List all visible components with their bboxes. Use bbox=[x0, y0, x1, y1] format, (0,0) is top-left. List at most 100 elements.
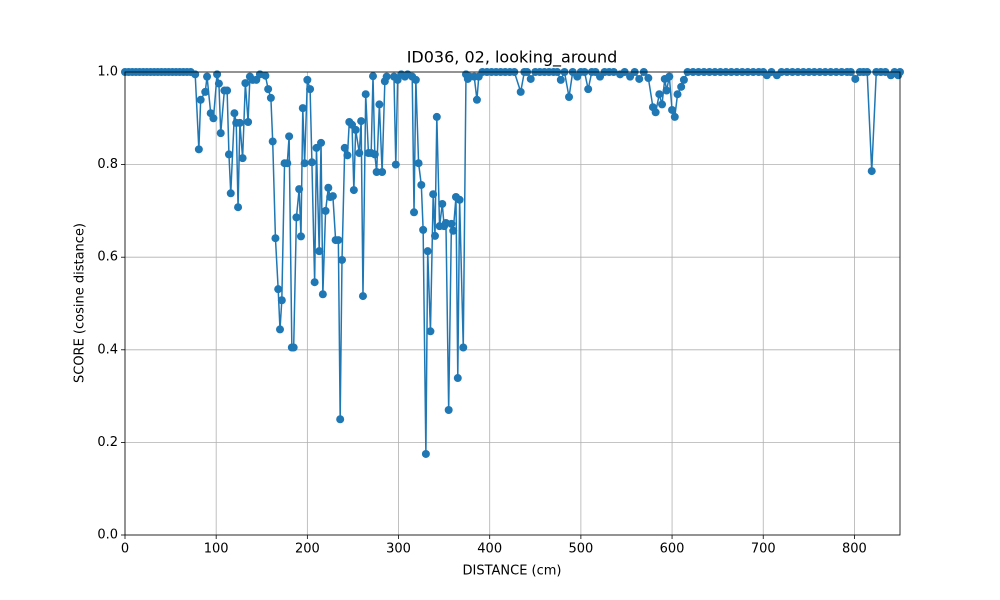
y-tick-label: 1.0 bbox=[97, 65, 118, 80]
data-point bbox=[264, 85, 273, 94]
data-point bbox=[565, 93, 574, 102]
data-point bbox=[658, 100, 667, 109]
data-point bbox=[355, 149, 364, 158]
data-point bbox=[295, 185, 304, 194]
data-point bbox=[191, 70, 200, 79]
data-point bbox=[449, 226, 458, 235]
data-point bbox=[453, 374, 462, 383]
data-point bbox=[317, 138, 326, 147]
x-tick-label: 800 bbox=[842, 542, 867, 557]
data-point bbox=[372, 168, 381, 177]
x-tick-label: 600 bbox=[660, 542, 685, 557]
data-point bbox=[375, 100, 384, 109]
data-point bbox=[526, 74, 535, 83]
x-tick-label: 400 bbox=[477, 542, 502, 557]
data-point bbox=[410, 208, 419, 217]
data-point bbox=[851, 74, 860, 83]
data-point bbox=[421, 449, 430, 458]
data-point bbox=[432, 112, 441, 121]
data-point bbox=[224, 150, 233, 159]
data-point bbox=[673, 90, 682, 99]
data-point bbox=[277, 296, 286, 305]
data-point bbox=[226, 189, 235, 198]
data-point bbox=[266, 93, 275, 102]
data-point bbox=[303, 75, 312, 84]
data-point bbox=[584, 85, 593, 94]
data-point bbox=[307, 158, 316, 167]
data-point bbox=[423, 247, 432, 256]
data-point bbox=[338, 255, 346, 264]
x-axis-label: DISTANCE (cm) bbox=[462, 564, 561, 579]
data-point bbox=[655, 90, 664, 99]
data-point bbox=[391, 160, 400, 169]
data-point bbox=[209, 114, 218, 123]
data-point bbox=[312, 143, 321, 152]
data-point bbox=[651, 108, 660, 117]
data-point bbox=[292, 213, 301, 222]
data-point bbox=[438, 199, 447, 208]
data-point bbox=[328, 192, 337, 201]
data-point bbox=[411, 75, 420, 84]
data-point bbox=[289, 343, 298, 352]
data-point bbox=[194, 145, 203, 154]
data-point bbox=[351, 125, 360, 134]
data-point bbox=[378, 168, 387, 177]
y-tick-label: 0.0 bbox=[97, 528, 118, 543]
data-point bbox=[429, 190, 438, 199]
data-point bbox=[310, 278, 319, 287]
data-point bbox=[271, 234, 280, 243]
data-point bbox=[235, 118, 244, 127]
y-tick-label: 0.8 bbox=[97, 157, 118, 172]
data-point bbox=[340, 143, 349, 152]
data-point bbox=[668, 105, 677, 114]
data-point bbox=[285, 132, 294, 141]
x-tick-label: 500 bbox=[568, 542, 593, 557]
plot-frame bbox=[124, 71, 901, 536]
data-point bbox=[268, 137, 277, 146]
data-point bbox=[201, 87, 210, 96]
data-point bbox=[244, 118, 253, 127]
data-point bbox=[349, 186, 358, 195]
x-tick-label: 300 bbox=[386, 542, 411, 557]
data-point bbox=[867, 167, 876, 176]
y-axis-label: SCORE (cosine distance) bbox=[73, 223, 88, 383]
data-point bbox=[196, 95, 205, 104]
data-point bbox=[419, 225, 428, 234]
data-point bbox=[417, 180, 426, 189]
data-point bbox=[426, 327, 435, 336]
data-point bbox=[336, 415, 345, 424]
data-point bbox=[414, 159, 423, 168]
data-point bbox=[369, 72, 377, 81]
data-point bbox=[214, 79, 223, 88]
data-point bbox=[213, 70, 222, 79]
data-point bbox=[358, 292, 367, 301]
data-point bbox=[276, 325, 284, 334]
data-point bbox=[261, 71, 270, 80]
data-point bbox=[343, 151, 352, 160]
data-point bbox=[431, 231, 439, 240]
data-point bbox=[234, 203, 243, 212]
data-point bbox=[677, 82, 686, 91]
data-point bbox=[679, 75, 688, 84]
data-point bbox=[300, 159, 309, 168]
data-point bbox=[334, 236, 343, 245]
chart-title: ID036, 02, looking_around bbox=[407, 48, 618, 68]
data-point bbox=[318, 290, 327, 299]
y-tick-label: 0.6 bbox=[97, 250, 118, 265]
data-point bbox=[238, 154, 247, 163]
data-point bbox=[283, 159, 292, 168]
data-point bbox=[455, 195, 464, 204]
data-point bbox=[223, 86, 232, 95]
data-point bbox=[315, 247, 324, 256]
data-point bbox=[241, 79, 250, 88]
data-point bbox=[644, 74, 653, 83]
data-point bbox=[230, 109, 239, 118]
y-tick-label: 0.4 bbox=[97, 342, 118, 357]
y-tick-label: 0.2 bbox=[97, 435, 118, 450]
data-point bbox=[321, 206, 330, 215]
data-point bbox=[357, 117, 366, 126]
x-tick-label: 100 bbox=[204, 542, 229, 557]
x-tick-label: 700 bbox=[751, 542, 776, 557]
